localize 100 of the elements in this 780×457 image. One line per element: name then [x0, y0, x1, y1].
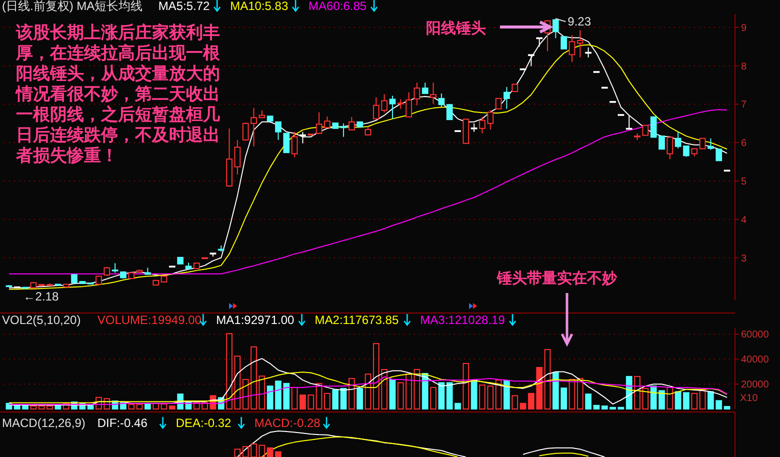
y-tick-label: 40000 [741, 354, 770, 366]
candlestick [438, 92, 445, 108]
y-tick-label: 3 [741, 253, 747, 264]
candlestick [683, 145, 690, 158]
candlestick [430, 82, 436, 104]
bar [340, 388, 347, 410]
text: MA2:117673.85 [314, 313, 399, 327]
bar [724, 406, 730, 410]
chart-title: (日线.前复权) MA短长均线 [2, 0, 143, 13]
bar [699, 390, 706, 410]
bar [576, 378, 584, 410]
bar [504, 380, 510, 410]
candlestick [626, 114, 632, 130]
bar [683, 392, 690, 410]
bar [544, 349, 551, 410]
candlestick [389, 95, 396, 120]
series-label: MACD:-0.28 [254, 416, 321, 430]
text: MA5:5.72 [158, 0, 210, 13]
candlestick [528, 54, 534, 67]
bar [291, 386, 298, 410]
bar [332, 390, 339, 410]
annotation: ←2.18 [23, 289, 59, 304]
bar [30, 406, 37, 410]
y-tick-label: 6 [741, 138, 747, 150]
candlestick [340, 122, 347, 138]
line-series [8, 376, 728, 405]
bar [666, 386, 674, 410]
bar [422, 372, 428, 410]
text: MA10:5.83 [230, 0, 288, 13]
bar [462, 363, 470, 410]
chart-title: VOL2(5,10,20) [2, 313, 81, 327]
candlestick [552, 18, 559, 39]
bar [593, 404, 600, 410]
bar [364, 374, 372, 410]
bar [438, 382, 445, 410]
annotation: 锤头带量实在不妙 [496, 269, 618, 287]
candlestick [348, 116, 355, 131]
candlestick [234, 139, 241, 175]
candlestick [674, 131, 682, 149]
text: X10 [740, 393, 758, 404]
bar [316, 382, 322, 410]
candlestick [568, 34, 576, 62]
text: MA1:92971.00 [216, 313, 295, 327]
y-tick-label: 8 [741, 61, 747, 72]
bar [168, 406, 176, 410]
text: MA60:6.85 [308, 0, 367, 13]
candlestick [422, 82, 428, 94]
bar [54, 406, 62, 410]
candlestick [283, 132, 290, 154]
candlestick [112, 262, 118, 274]
bar [470, 380, 478, 410]
y-tick-label: 9 [741, 22, 747, 34]
y-tick-label: 5 [741, 176, 747, 188]
candlestick [414, 82, 420, 106]
bar [234, 448, 241, 457]
bar [626, 376, 632, 410]
bar [160, 404, 168, 410]
chart-title: MACD(12,26,9) [2, 416, 86, 430]
annotation: 阳线锤头 [426, 20, 486, 37]
text: DIF:-0.46 [97, 416, 148, 430]
line-series [8, 372, 728, 404]
bar [62, 402, 70, 410]
candlestick [316, 112, 322, 134]
annotation: 9.23 [568, 14, 592, 29]
candlestick [495, 98, 502, 110]
bar [389, 378, 396, 410]
bar [512, 395, 518, 410]
bar [234, 356, 241, 410]
y-tick-label: 4 [741, 214, 747, 226]
text: MA3:121028.19 [420, 313, 506, 327]
bar [226, 333, 232, 410]
bar [495, 380, 502, 410]
line-series [8, 358, 728, 406]
candlestick [585, 46, 592, 58]
bar [128, 404, 135, 410]
candlestick [560, 36, 568, 50]
candlestick [576, 30, 584, 58]
y-tick-label: 60000 [741, 330, 770, 341]
bar [691, 392, 698, 410]
bar [414, 368, 420, 410]
bar [324, 392, 330, 410]
bar [356, 388, 364, 410]
bar [430, 386, 436, 410]
y-tick-label: 20000 [741, 380, 770, 391]
bar [585, 394, 592, 410]
bar [520, 402, 526, 410]
bar [136, 404, 143, 410]
text: DEA:-0.32 [176, 416, 232, 430]
candlestick [300, 131, 306, 144]
bar [152, 402, 160, 410]
bar [568, 378, 576, 410]
bar [674, 391, 682, 410]
bar [348, 378, 355, 410]
candlestick [446, 104, 453, 120]
candlestick [291, 131, 298, 158]
text: VOLUME:19949.00 [97, 313, 202, 327]
annotation: 该股长期上涨后庄家获利丰厚，在连续拉高后出现一根阳线锤头，从成交量放大的情况看很不妙，第二天收出一根阴线，之后短暂盘桓几日后连续跌停，不及时退出者损失惨重！ [15, 23, 221, 165]
candlestick [504, 86, 510, 110]
candlestick [275, 120, 282, 140]
y-tick-label: 7 [741, 100, 747, 111]
